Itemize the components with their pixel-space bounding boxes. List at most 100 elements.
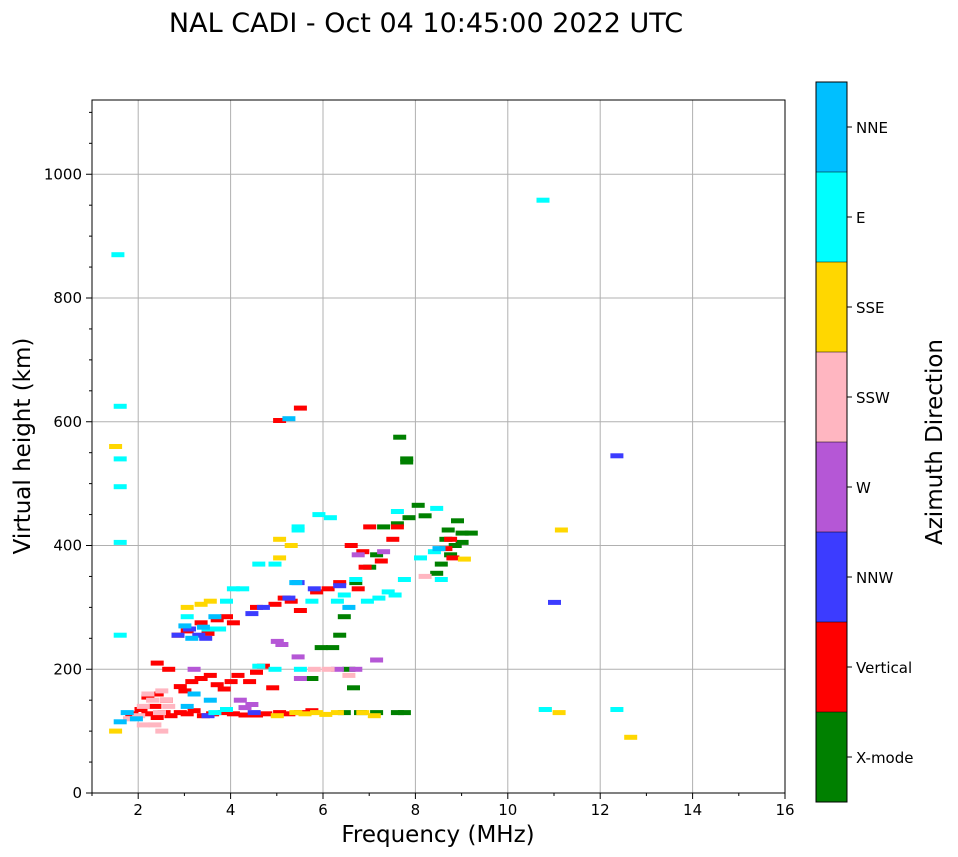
y-tick-label: 400 [53,537,82,555]
data-point-e [536,197,550,203]
data-point-vertical [363,524,377,530]
data-point-e [268,666,282,672]
data-point-vertical [444,536,458,542]
data-point-sse [554,527,568,533]
colorbar-frame [815,81,848,803]
data-point-nne [187,691,201,697]
data-point-x-mode [451,518,464,524]
data-point-ssw [307,666,321,672]
data-point-x-mode [337,710,351,716]
data-point-x-mode [400,459,414,465]
data-point-vertical [333,580,347,586]
data-point-vertical [173,684,187,690]
data-point-nnw [282,595,296,601]
data-point-e [113,456,127,462]
data-point-vertical [210,617,224,623]
data-point-e [113,539,127,545]
data-point-sse [367,713,381,719]
data-point-nne [178,623,192,629]
data-point-sse [203,598,217,604]
data-point-ssw [141,691,155,697]
data-point-ssw [159,697,173,703]
colorbar-tick-label: SSW [856,389,890,407]
data-point-x-mode [455,539,469,545]
data-point-vertical [266,685,280,691]
colorbar-tick-label: NNW [856,569,893,587]
data-point-x-mode [314,645,328,651]
colorbar: X-mode Vertical NNW W SSW SSE E NNE [815,81,913,803]
data-point-nnw [192,632,206,638]
data-point-nnw [171,632,185,638]
data-point-w [377,549,391,555]
data-point-vertical [217,710,231,716]
data-point-e [113,632,127,638]
data-point-x-mode [455,530,469,536]
grid-lines [92,100,785,793]
y-tick-label: 600 [53,413,82,431]
data-point-vertical [250,669,263,675]
x-tick-label: 2 [133,801,143,819]
data-point-vertical [439,546,453,552]
data-point-e [330,598,344,604]
data-point-sse [356,710,370,716]
data-point-nne [342,604,356,610]
data-point-vertical [259,711,273,717]
data-point-sse [330,710,344,716]
data-point-x-mode [326,645,340,651]
data-point-nne [113,719,127,725]
data-point-vertical [284,598,298,604]
data-point-vertical [238,712,252,718]
data-point-x-mode [305,676,319,681]
data-point-nnw [183,626,196,632]
data-point-vertical [250,604,263,610]
data-point-x-mode [441,527,455,533]
colorbar-tick-label: NNE [856,119,888,137]
data-point-vertical [187,708,201,714]
data-point-nnw [201,713,215,719]
data-point-x-mode [377,524,391,530]
data-point-e [236,586,250,592]
data-point-vertical [134,707,148,712]
data-point-w [370,657,384,663]
data-point-nnw [333,583,347,589]
y-axis-label: Virtual height (km) [10,338,36,555]
data-point-vertical [220,614,233,620]
data-point-e [360,598,374,604]
data-point-e [111,252,125,258]
data-point-vertical [224,679,238,685]
data-point-vertical [268,601,282,607]
data-point-vertical [282,711,296,717]
data-point-e [372,595,386,601]
data-point-vertical [321,586,335,592]
data-point-vertical [178,688,192,694]
data-point-e [337,592,351,598]
data-point-vertical [173,710,187,716]
data-point-e [397,577,411,582]
data-point-vertical [226,620,240,626]
data-point-e [268,561,282,567]
data-point-vertical [150,691,164,697]
data-point-w [245,702,259,707]
data-point-vertical [194,620,208,626]
data-point-e [414,555,427,561]
data-point-vertical [446,555,460,561]
data-point-vertical [141,694,155,700]
data-point-nne [196,624,210,630]
data-point-e [381,589,395,595]
data-point-sse [310,710,324,716]
data-point-sse [273,555,287,561]
data-point-e [312,512,326,518]
data-point-ssw [148,722,162,728]
data-point-w [349,666,363,672]
x-tick-label: 6 [318,801,328,819]
data-point-e [430,505,444,511]
plot-frame [91,99,786,794]
x-tick-label: 14 [683,801,702,819]
data-point-sse [109,728,123,734]
data-point-vertical [310,589,324,595]
data-point-sse [298,711,312,717]
data-point-w [275,642,289,647]
data-point-ssw [418,573,432,579]
colorbar-segment [816,262,847,352]
data-point-w [238,705,252,711]
